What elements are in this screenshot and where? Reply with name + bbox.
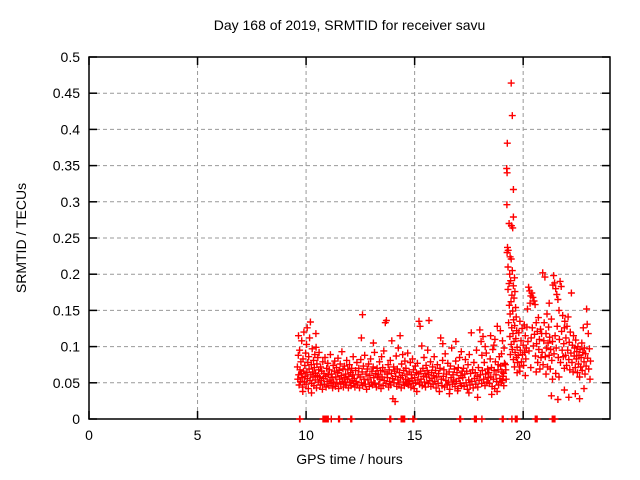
x-tick-label: 5 — [194, 427, 202, 443]
scatter-series — [293, 79, 594, 423]
x-tick-label: 0 — [85, 427, 93, 443]
x-tick-label: 15 — [407, 427, 423, 443]
chart-title: Day 168 of 2019, SRMTID for receiver sav… — [213, 17, 486, 33]
x-tick-label: 20 — [515, 427, 531, 443]
x-axis-label: GPS time / hours — [296, 451, 403, 467]
y-tick-label: 0.1 — [61, 339, 81, 355]
y-tick-label: 0.35 — [53, 158, 80, 174]
x-tick-label: 10 — [298, 427, 314, 443]
y-tick-label: 0.45 — [53, 85, 80, 101]
y-tick-label: 0.25 — [53, 230, 80, 246]
y-tick-label: 0.2 — [61, 266, 81, 282]
y-tick-label: 0 — [72, 411, 80, 427]
y-tick-label: 0.5 — [61, 49, 81, 65]
y-tick-label: 0.4 — [61, 121, 81, 137]
y-tick-label: 0.05 — [53, 375, 80, 391]
y-tick-label: 0.3 — [61, 194, 81, 210]
y-tick-label: 0.15 — [53, 302, 80, 318]
